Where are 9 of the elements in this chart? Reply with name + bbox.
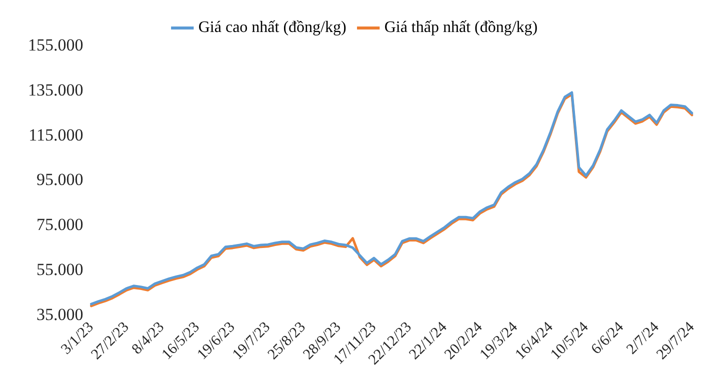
y-tick-label: 95.000 [36,170,84,190]
legend-label: Giá cao nhất (đồng/kg) [198,19,346,36]
y-tick-label: 35.000 [36,305,84,324]
y-tick-label: 55.000 [36,260,84,280]
y-tick-label: 115.000 [28,125,84,144]
y-tick-label: 75.000 [36,215,84,234]
y-tick-label: 135.000 [28,80,84,100]
y-tick-label: 155.000 [28,35,84,54]
legend-label: Giá thấp nhất (đồng/kg) [384,19,538,36]
